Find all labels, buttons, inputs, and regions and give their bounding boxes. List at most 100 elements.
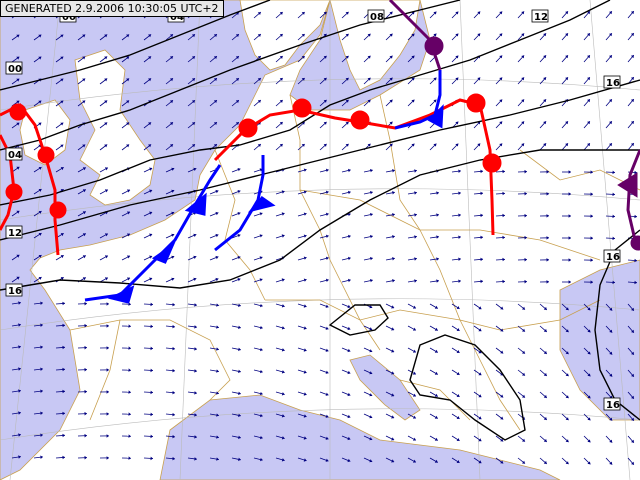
- wind-arrow-head: [82, 233, 86, 237]
- wind-arrow-head: [433, 99, 437, 103]
- wind-arrow-head: [456, 416, 460, 419]
- wind-arrow-head: [281, 326, 285, 330]
- wind-arrow-head: [260, 391, 263, 396]
- wind-arrow-head: [369, 459, 373, 463]
- wind-arrow-head: [565, 33, 568, 37]
- wind-arrow-head: [16, 276, 20, 280]
- wind-arrow-head: [543, 328, 547, 332]
- wind-arrow-head: [631, 395, 634, 399]
- wind-arrow-head: [170, 78, 173, 82]
- wind-arrow-head: [634, 170, 637, 175]
- wind-arrow-head: [82, 100, 86, 104]
- wind-arrow-head: [104, 122, 108, 126]
- wind-arrow-head: [260, 347, 263, 352]
- wind-arrow-head: [38, 277, 42, 280]
- wind-arrow-head: [215, 277, 219, 282]
- wind-arrow-head: [480, 213, 483, 218]
- wind-arrow-head: [128, 456, 131, 460]
- wind-arrow-head: [281, 414, 285, 418]
- wind-arrow-head: [325, 414, 329, 418]
- wind-arrow-head: [500, 460, 504, 464]
- wind-arrow-head: [565, 351, 569, 355]
- wind-arrow-head: [391, 459, 395, 463]
- wind-arrow-head: [260, 303, 263, 308]
- isobar-label-right-mid: 16: [603, 249, 621, 263]
- wind-arrow-head: [192, 144, 195, 148]
- wind-arrow-head: [84, 301, 87, 306]
- wind-arrow-head: [128, 324, 131, 328]
- isobar-label-bottom-right: 16: [603, 397, 621, 411]
- wind-arrow-head: [192, 34, 195, 38]
- wind-arrow-head: [413, 305, 416, 309]
- wind-arrow-head: [325, 392, 329, 396]
- wind-arrow-head: [392, 279, 395, 283]
- wind-arrow-head: [369, 305, 373, 309]
- wind-arrow-head: [238, 369, 241, 374]
- wind-arrow-head: [84, 323, 87, 328]
- wind-arrow-head: [347, 436, 351, 441]
- wind-arrow-head: [259, 278, 263, 282]
- wind-arrow-head: [260, 413, 263, 418]
- wind-arrow-head: [238, 303, 241, 308]
- isobar-12: [0, 79, 640, 241]
- wind-arrow-head: [348, 190, 351, 195]
- wind-arrow-head: [281, 234, 285, 238]
- wind-arrow-head: [456, 460, 460, 463]
- wind-arrow-head: [18, 367, 21, 371]
- wind-arrow-head: [303, 190, 307, 194]
- wind-arrow-head: [522, 306, 525, 310]
- wind-arrow-head: [303, 168, 307, 172]
- wind-arrow-head: [16, 166, 20, 170]
- wind-arrow-head: [433, 143, 437, 147]
- wind-arrow-head: [522, 460, 525, 464]
- wind-arrow-head: [238, 457, 241, 462]
- wind-arrow-head: [238, 325, 241, 330]
- wind-arrow-head: [590, 192, 593, 196]
- wind-arrow-head: [347, 304, 351, 309]
- wind-arrow-head: [612, 280, 615, 285]
- isobar-label-far-top-right: 12: [531, 9, 549, 23]
- wind-arrow-head: [62, 455, 65, 460]
- isobar-label-text: 16: [606, 78, 620, 89]
- wind-arrow-head: [40, 433, 43, 437]
- wind-arrow-head: [590, 214, 593, 218]
- wind-arrow-head: [216, 391, 219, 395]
- wind-arrow-head: [323, 143, 327, 147]
- isobar-00: [0, 0, 271, 91]
- wind-arrow-head: [347, 414, 351, 419]
- wind-arrow-head: [16, 78, 20, 82]
- isobar-08: [0, 0, 611, 206]
- wind-arrow-head: [149, 255, 153, 259]
- wind-arrow-head: [347, 326, 351, 331]
- wind-arrow-head: [127, 233, 130, 237]
- wind-arrow-head: [370, 234, 373, 239]
- cold-front-secondary: [214, 155, 265, 252]
- wind-arrow-head: [62, 345, 65, 350]
- wind-arrow-head: [303, 370, 307, 374]
- wind-arrow-head: [171, 167, 175, 171]
- wind-arrow-head: [82, 277, 86, 281]
- wind-arrow-head: [565, 143, 568, 147]
- wind-arrow-head: [257, 144, 261, 147]
- wind-arrow-head: [259, 234, 263, 238]
- wind-arrow-head: [213, 56, 217, 60]
- wind-arrow-head: [279, 78, 283, 81]
- wind-arrow-head: [106, 324, 109, 328]
- wind-arrow-head: [281, 212, 285, 216]
- wind-arrow-head: [565, 55, 568, 59]
- wind-arrow-head: [18, 301, 21, 305]
- wind-arrow-head: [213, 78, 217, 82]
- wind-arrow-head: [259, 256, 263, 260]
- wind-arrow-head: [565, 373, 569, 377]
- wind-arrow-head: [104, 189, 108, 193]
- wind-arrow-head: [323, 121, 327, 125]
- isobar-labels: 00 00 04 04 08 12 12 16: [5, 9, 621, 411]
- wind-arrow-head: [257, 78, 261, 81]
- wind-arrow-head: [522, 372, 525, 376]
- wind-arrow-head: [612, 170, 615, 175]
- wind-arrow-head: [106, 346, 109, 350]
- wind-arrow-head: [434, 305, 438, 309]
- wind-arrow-head: [281, 278, 285, 282]
- wind-arrow-head: [477, 11, 481, 15]
- wind-arrow-head: [502, 257, 505, 262]
